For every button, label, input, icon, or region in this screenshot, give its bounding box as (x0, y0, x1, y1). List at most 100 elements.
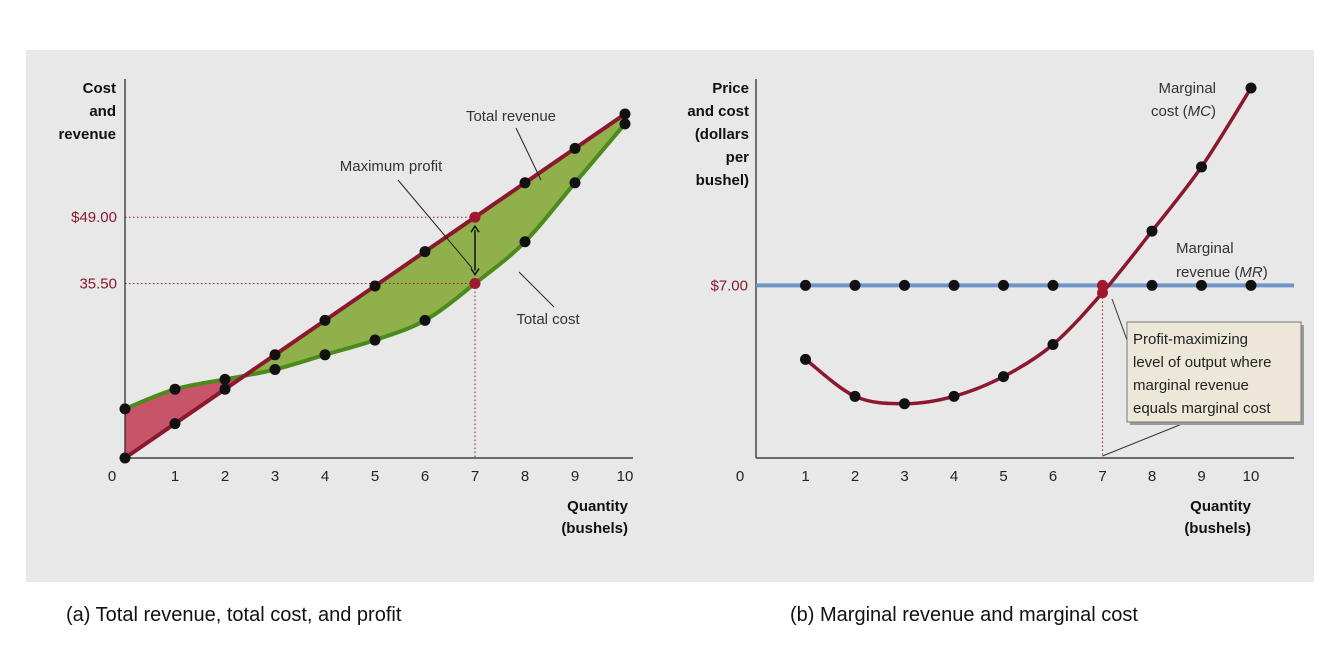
x-tick-label: 2 (221, 468, 229, 485)
tc-point (469, 278, 481, 290)
profit-arrow-head-up (470, 224, 480, 233)
tc-point (319, 349, 331, 361)
x-tick-label-b: 2 (851, 468, 859, 485)
mc-point (1097, 287, 1108, 299)
x-tick-label: 3 (271, 468, 279, 485)
mr-point (1146, 279, 1158, 291)
x-tick-label-b: 1 (801, 468, 809, 485)
x-origin-label-a: 0 (108, 468, 116, 485)
label-mc-part: MC (1188, 103, 1211, 120)
y-axis-title-b: and cost (687, 103, 749, 120)
tr-point (319, 314, 331, 326)
x-tick-label: 1 (171, 468, 179, 485)
label-total-revenue: Total revenue (466, 108, 556, 125)
label-mr-part: ) (1263, 264, 1268, 281)
tc-point (269, 364, 281, 376)
x-tick-label: 7 (471, 468, 479, 485)
marginal-cost-curve (804, 87, 1253, 406)
mc-point (998, 371, 1009, 383)
x-axis-title-b: Quantity (1190, 498, 1251, 515)
label-mc-part: ) (1211, 103, 1216, 120)
mc-point (1146, 225, 1158, 237)
mr-point (1245, 279, 1257, 291)
label-mr-part: revenue ( (1176, 264, 1239, 281)
y-axis-title-b: Price (712, 80, 749, 97)
mr-point (1047, 279, 1059, 291)
callout-box (1126, 321, 1302, 423)
y-axis-title-a: and (89, 103, 116, 120)
y-axis-title-a: revenue (58, 126, 116, 143)
y-axis-title-b: (dollars (695, 126, 749, 143)
tr-point (219, 383, 231, 395)
tc-point (619, 118, 631, 130)
tr-point (369, 280, 381, 292)
tr-point (469, 211, 481, 223)
x-axis-title-a: (bushels) (561, 520, 628, 537)
mc-point (1245, 82, 1257, 94)
tr-point (119, 452, 131, 464)
x-tick-label: 5 (371, 468, 379, 485)
caption-panel-b: (b) Marginal revenue and marginal cost (790, 604, 1138, 626)
mr-point (800, 279, 811, 291)
y-tick-label-a: 35.50 (79, 276, 117, 293)
callout-leader-top (1111, 298, 1128, 341)
tr-point (419, 246, 431, 258)
tc-point (519, 236, 531, 248)
mr-point (998, 279, 1009, 291)
x-tick-label-b: 5 (999, 468, 1007, 485)
tc-point (369, 334, 381, 346)
y-tick-label-b: $7.00 (710, 277, 748, 294)
x-tick-label: 8 (521, 468, 529, 485)
x-tick-label-b: 8 (1148, 468, 1156, 485)
x-tick-label-b: 7 (1098, 468, 1106, 485)
x-tick-label: 6 (421, 468, 429, 485)
mc-point (1196, 161, 1207, 173)
x-tick-label-b: 9 (1197, 468, 1205, 485)
x-axis-title-a: Quantity (567, 498, 628, 515)
tc-point (119, 403, 131, 415)
tr-point (269, 349, 281, 361)
mr-point (899, 279, 910, 291)
leader-total-cost (518, 271, 555, 308)
figure-svg: 0 1 2 3 4 5 6 7 8 9 10$49.0035.50CostandrevenueQua… (58, 79, 1304, 537)
label-marginal-cost-abbr: cost (MC) (1151, 103, 1216, 120)
tc-point (419, 314, 431, 326)
y-axis-title-b: per (726, 149, 750, 166)
mc-point (849, 390, 861, 402)
tc-point (569, 177, 581, 189)
mr-point (1196, 279, 1207, 291)
x-tick-label: 9 (571, 468, 579, 485)
caption-panel-a: (a) Total revenue, total cost, and profi… (66, 604, 402, 626)
mc-point (800, 353, 811, 365)
tc-point (219, 373, 231, 385)
label-mc-part: cost ( (1151, 103, 1188, 120)
leader-total-revenue (515, 127, 542, 181)
mc-point (899, 398, 910, 410)
callout-line: Profit-maximizing (1133, 331, 1248, 348)
x-tick-label: 10 (617, 468, 634, 485)
tr-point (619, 108, 631, 120)
y-axis-title-a: Cost (83, 80, 116, 97)
tr-point (169, 418, 181, 430)
callout-line: marginal revenue (1133, 377, 1249, 394)
figure-panel: 0 1 2 3 4 5 6 7 8 9 10 $49.00 35.50 Cost and revenue Qua… (26, 50, 1314, 626)
callout-line: level of output where (1133, 354, 1271, 371)
tr-point (569, 142, 581, 154)
mc-point (948, 390, 960, 402)
mc-point (1047, 339, 1059, 351)
x-tick-label-b: 10 (1243, 468, 1260, 485)
x-tick-label-b: 6 (1049, 468, 1057, 485)
x-axis-title-b: (bushels) (1184, 520, 1251, 537)
mr-point (849, 279, 861, 291)
y-axis-title-b: bushel) (696, 172, 749, 189)
label-mr-part: MR (1239, 264, 1262, 281)
mr-point (948, 279, 960, 291)
leader-maximum-profit (397, 179, 473, 269)
callout-leader-bottom (1102, 421, 1188, 457)
label-marginal-cost: Marginal (1158, 80, 1216, 97)
profit-arrow-head-down (470, 268, 480, 276)
label-maximum-profit: Maximum profit (340, 158, 443, 175)
x-tick-label: 4 (321, 468, 329, 485)
label-marginal-revenue: Marginal (1176, 240, 1234, 257)
label-marginal-revenue-abbr: revenue (MR) (1176, 264, 1268, 281)
